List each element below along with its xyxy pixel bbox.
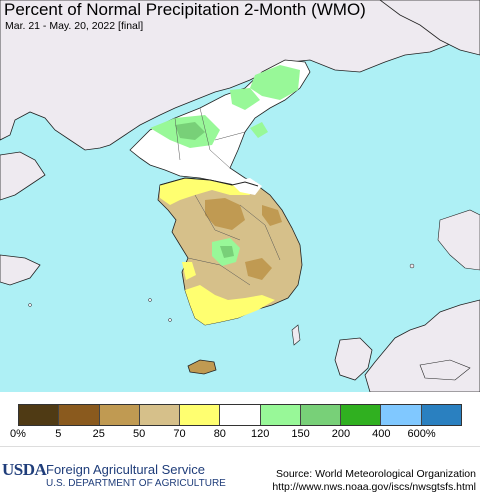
map-subtitle: Mar. 21 - May. 20, 2022 [final]: [5, 20, 144, 32]
legend-label: 80: [213, 428, 226, 440]
legend-swatch: [341, 405, 382, 425]
land-china-northeast: [0, 0, 480, 151]
legend-label: 120: [250, 428, 270, 440]
sk-yellow-nw: [160, 178, 250, 205]
land-japan-honshu: [364, 299, 480, 392]
nk-green-west-dark: [175, 122, 205, 140]
legend-label: 0%: [10, 428, 26, 440]
footer-divider: [0, 446, 480, 447]
land-japan-hokkaido-edge: [437, 209, 480, 271]
legend-swatch: [260, 405, 301, 425]
department-name: U.S. DEPARTMENT OF AGRICULTURE: [46, 478, 226, 489]
nk-green-east: [250, 122, 268, 138]
legend-swatch: [381, 405, 422, 425]
legend-swatch: [220, 405, 261, 425]
agency-name: Foreign Agricultural Service: [46, 462, 205, 477]
legend-labels: 0% 5 25 50 70 80 120 150 200 400 600%: [0, 428, 480, 442]
land-china-west: [0, 151, 46, 201]
legend-swatch: [59, 405, 100, 425]
source-credit: Source: World Meteorological Organizatio…: [276, 468, 476, 480]
legend-label: 25: [92, 428, 105, 440]
legend-label: 200: [331, 428, 351, 440]
nk-green-mid: [230, 88, 260, 110]
legend-label: 5: [55, 428, 62, 440]
land-china-shandong: [0, 254, 41, 286]
legend-swatch: [139, 405, 181, 425]
land-jeju: [187, 359, 217, 375]
sk-brown-south: [245, 258, 272, 280]
legend-swatch: [19, 405, 60, 425]
land-japan-kyushu: [334, 337, 373, 381]
nk-green-north: [250, 65, 300, 100]
map-area: [0, 0, 480, 392]
sk-yellow-sw: [185, 285, 275, 325]
legend-label: 150: [291, 428, 310, 440]
sk-brown-center: [205, 198, 245, 230]
color-legend: [18, 404, 462, 426]
legend-label: 600%: [407, 428, 436, 440]
sk-green-center-dark: [220, 246, 234, 258]
legend-label: 50: [132, 428, 146, 440]
map-title: Percent of Normal Precipitation 2-Month …: [4, 0, 366, 19]
legend-swatch: [421, 405, 461, 425]
land-japan-shikoku: [419, 359, 471, 381]
legend-swatch: [99, 405, 140, 425]
precipitation-map: [0, 0, 480, 392]
sk-yellow-w: [182, 262, 196, 280]
land-russia-east: [379, 0, 480, 56]
sk-white-patch: [230, 178, 262, 195]
legend-swatch: [180, 405, 221, 425]
usda-logo: USDA: [2, 460, 47, 479]
source-url[interactable]: http://www.nws.noaa.gov/iscs/nwsgtsfs.ht…: [272, 481, 476, 493]
sk-brown-east: [262, 205, 282, 226]
land-japan-tsushima: [291, 324, 301, 346]
legend-swatch: [300, 405, 342, 425]
legend-label: 400: [372, 428, 391, 440]
legend-label: 70: [173, 428, 186, 440]
